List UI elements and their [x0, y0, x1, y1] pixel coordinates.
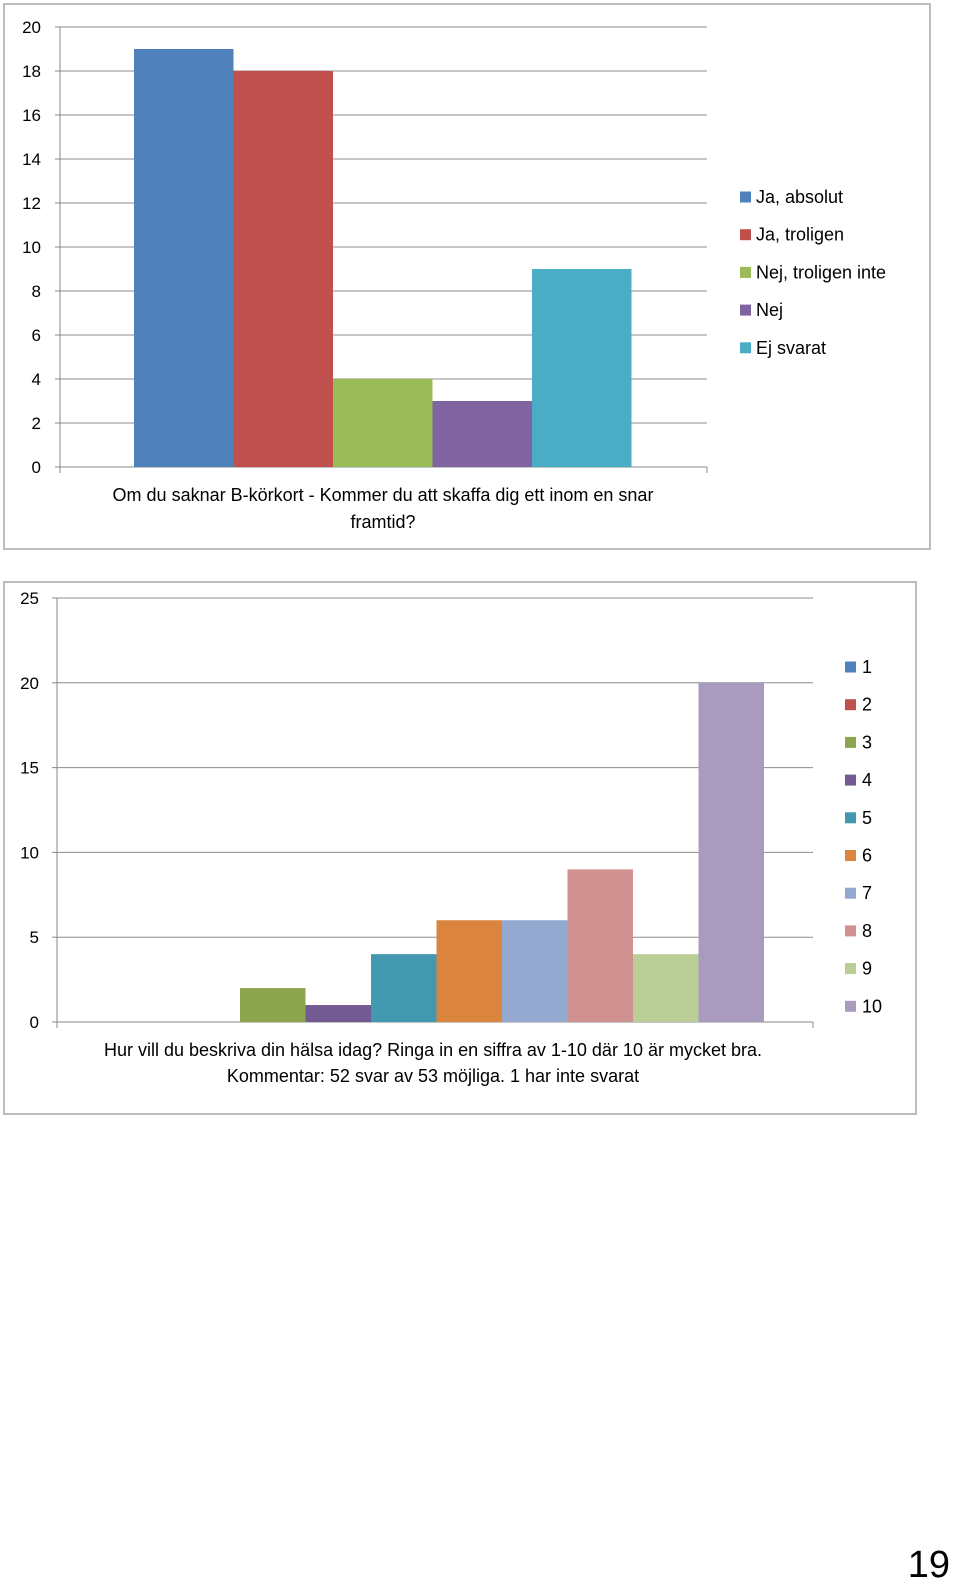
legend-swatch [740, 304, 751, 316]
y-tick-label: 8 [32, 282, 41, 301]
y-tick-label: 0 [30, 1013, 39, 1032]
y-tick-label: 10 [20, 843, 39, 862]
legend-label: 5 [862, 808, 872, 828]
y-tick-label: 0 [32, 458, 41, 477]
legend-label: 7 [862, 883, 872, 903]
bar-7 [502, 920, 568, 1022]
bar-ja-troligen [233, 71, 333, 467]
bar-10 [698, 682, 764, 1022]
legend-swatch [845, 850, 856, 861]
survey-chart-halsa: 0 5 10 15 20 25 1 2 3 4 5 6 7 8 9 10 Hur vill du beskriv… [3, 581, 917, 1115]
legend-swatch [845, 963, 856, 975]
chart-caption-line: Kommentar: 52 svar av 53 möjliga. 1 har … [227, 1066, 639, 1086]
bar-ja-absolut [134, 49, 234, 467]
legend-swatch [740, 229, 751, 241]
survey-chart-korkort: 0 2 4 6 8 10 12 14 16 18 20 Ja, absolut Ja, troligen… [3, 3, 931, 550]
bar-nej-troligen-inte [333, 379, 433, 467]
legend-label: Ej svarat [756, 338, 826, 358]
bar-3 [240, 988, 306, 1022]
bar-8 [567, 869, 633, 1022]
legend-swatch [845, 699, 856, 711]
legend-label: 4 [862, 770, 872, 790]
legend-label: Ja, absolut [756, 187, 843, 207]
y-tick-label: 2 [32, 414, 41, 433]
y-tick-label: 18 [22, 62, 41, 81]
legend-swatch [740, 266, 751, 278]
legend-swatch [845, 812, 856, 824]
legend-swatch [845, 736, 856, 748]
legend-swatch [845, 887, 856, 899]
y-tick-label: 10 [22, 238, 41, 257]
halsa-bar-chart: 0 5 10 15 20 25 1 2 3 4 5 6 7 8 9 10 Hur vill du beskriv… [20, 589, 882, 1086]
legend-label: 1 [862, 657, 872, 677]
legend-swatch [845, 1000, 856, 1012]
bar-ej-svarat [532, 269, 632, 467]
chart-caption-line: Om du saknar B-körkort - Kommer du att s… [113, 485, 654, 505]
legend-label: Ja, troligen [756, 225, 844, 245]
korkort-bar-chart: 0 2 4 6 8 10 12 14 16 18 20 Ja, absolut Ja, troligen… [22, 18, 886, 532]
legend-label: 3 [862, 732, 872, 752]
legend-label: 2 [862, 695, 872, 715]
legend-label: 8 [862, 921, 872, 941]
y-tick-label: 20 [22, 18, 41, 37]
legend-swatch [845, 774, 856, 786]
chart-caption-line: framtid? [350, 512, 415, 532]
legend-swatch [845, 925, 856, 937]
legend-swatch [845, 661, 856, 673]
legend-label: Nej [756, 300, 783, 320]
legend-label: 6 [862, 846, 872, 866]
bar-5 [371, 954, 437, 1022]
y-tick-label: 25 [20, 589, 39, 608]
y-tick-label: 20 [20, 674, 39, 693]
legend-label: Nej, troligen inte [756, 262, 886, 282]
y-tick-label: 16 [22, 106, 41, 125]
y-tick-label: 4 [32, 370, 41, 389]
y-tick-label: 14 [22, 150, 41, 169]
y-tick-label: 6 [32, 326, 41, 345]
legend-label: 10 [862, 996, 882, 1016]
bar-6 [436, 920, 502, 1022]
legend-swatch [740, 342, 751, 354]
legend-swatch [740, 191, 751, 203]
legend-label: 9 [862, 959, 872, 979]
page-number: 19 [907, 1544, 950, 1586]
bar-9 [633, 954, 699, 1022]
y-tick-label: 15 [20, 759, 39, 778]
y-tick-label: 12 [22, 194, 41, 213]
chart-caption-line: Hur vill du beskriva din hälsa idag? Rin… [104, 1040, 762, 1060]
y-tick-label: 5 [30, 928, 39, 947]
bar-nej [432, 401, 532, 467]
bar-4 [305, 1005, 371, 1022]
